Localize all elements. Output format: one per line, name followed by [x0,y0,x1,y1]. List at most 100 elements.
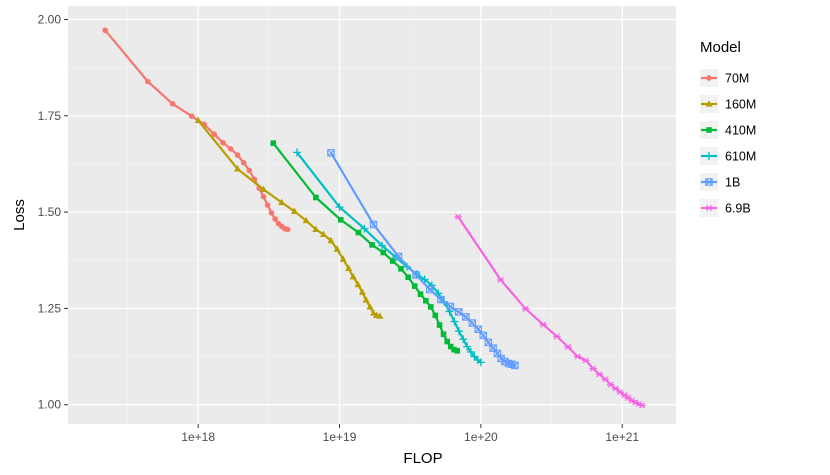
data-point-610m [335,203,344,212]
data-point-1b [511,361,519,370]
legend-key-marker [705,204,713,212]
legend-label: 6.9B [725,202,751,216]
data-point-410m [427,304,434,310]
data-point-70m [102,27,109,34]
data-point-410m [380,249,387,256]
legend-label: 610M [725,150,756,164]
data-point-410m [451,346,457,353]
data-point-160m [358,288,366,295]
x-tick-label: 1e+20 [464,430,498,444]
legend-key-marker [706,75,712,81]
data-point-160m [302,216,310,224]
data-point-160m [333,245,341,252]
data-point-160m [234,165,242,172]
data-point-1b [474,325,482,333]
data-point-70m [169,101,176,107]
data-point-1b [412,271,420,279]
data-point-410m [447,343,454,350]
data-point-160m [345,264,353,271]
data-point-6-9b [454,213,462,220]
y-tick-label: 1.00 [38,398,62,412]
legend-key-marker [705,178,713,186]
data-point-1b [462,313,470,321]
series-layer [102,27,646,409]
data-point-70m [234,152,241,158]
legend-item-1b: 1B [700,173,740,191]
data-point-610m [378,241,387,250]
series-6-9b [454,213,646,409]
legend: Model 70M 160M 410M 610M 1B 6.9B [690,28,784,244]
legend-label: 160M [725,98,756,112]
y-axis-title: Loss [11,199,28,231]
data-point-6-9b [595,371,604,378]
data-point-1b [446,302,455,311]
data-point-160m [376,312,384,319]
y-tick-label: 1.50 [38,205,62,219]
y-tick-label: 2.00 [38,12,62,26]
legend-title: Model [700,39,741,56]
data-point-6-9b [521,305,530,312]
data-point-410m [337,217,344,223]
data-point-70m [272,216,278,222]
data-point-610m [454,327,463,336]
data-point-410m [440,331,447,338]
data-point-410m [313,194,319,201]
data-point-610m [420,275,429,284]
data-point-610m [450,317,459,326]
y-tick-label: 1.75 [38,109,62,123]
data-point-410m [355,229,362,236]
data-point-70m [284,226,291,233]
legend-key-marker [706,127,712,133]
legend-label: 410M [725,124,756,138]
data-point-610m [459,335,468,344]
data-point-70m [264,202,271,208]
series-160m [194,116,384,319]
data-point-70m [246,167,253,174]
data-point-6-9b [624,394,632,401]
data-point-1b [479,331,488,340]
x-tick-label: 1e+19 [323,430,357,444]
data-point-160m [354,280,362,288]
data-point-410m [454,348,461,354]
data-point-410m [405,274,411,281]
data-point-70m [188,113,195,119]
data-point-160m [366,303,374,310]
data-point-410m [432,312,439,319]
data-point-410m [411,283,418,289]
data-point-1b [437,295,445,304]
data-point-1b [454,308,463,316]
data-point-1b [369,220,378,229]
data-point-6-9b [638,402,646,409]
data-point-70m [227,146,234,152]
data-point-410m [270,140,277,146]
y-tick-label: 1.25 [38,301,62,315]
data-point-410m [444,338,451,345]
minor-gridlines [68,6,676,424]
data-point-160m [312,225,320,233]
legend-item-160m: 160M [700,95,756,113]
series-410m [270,140,461,354]
data-point-1b [468,319,477,327]
data-point-610m [476,358,485,367]
legend-item-610m: 610M [700,147,756,165]
data-point-160m [339,255,347,262]
x-axis-title: FLOP [403,450,442,467]
data-point-160m [319,230,327,238]
data-point-610m [463,342,472,351]
data-point-160m [260,185,268,192]
data-point-160m [290,207,298,214]
data-point-1b [394,252,403,261]
series-70m [102,27,291,233]
data-point-410m [423,297,429,304]
data-point-6-9b [601,376,610,383]
data-point-6-9b [564,343,572,351]
axes: 1e+18 1e+19 1e+20 1e+21 1.00 1.25 1.50 1.75 2.00 [38,12,640,444]
data-point-610m [445,307,454,316]
data-point-410m [436,322,443,328]
data-point-6-9b [589,365,597,372]
series-1b [327,149,519,370]
data-point-410m [389,258,396,264]
data-point-6-9b [539,321,548,328]
data-point-610m [466,347,475,356]
